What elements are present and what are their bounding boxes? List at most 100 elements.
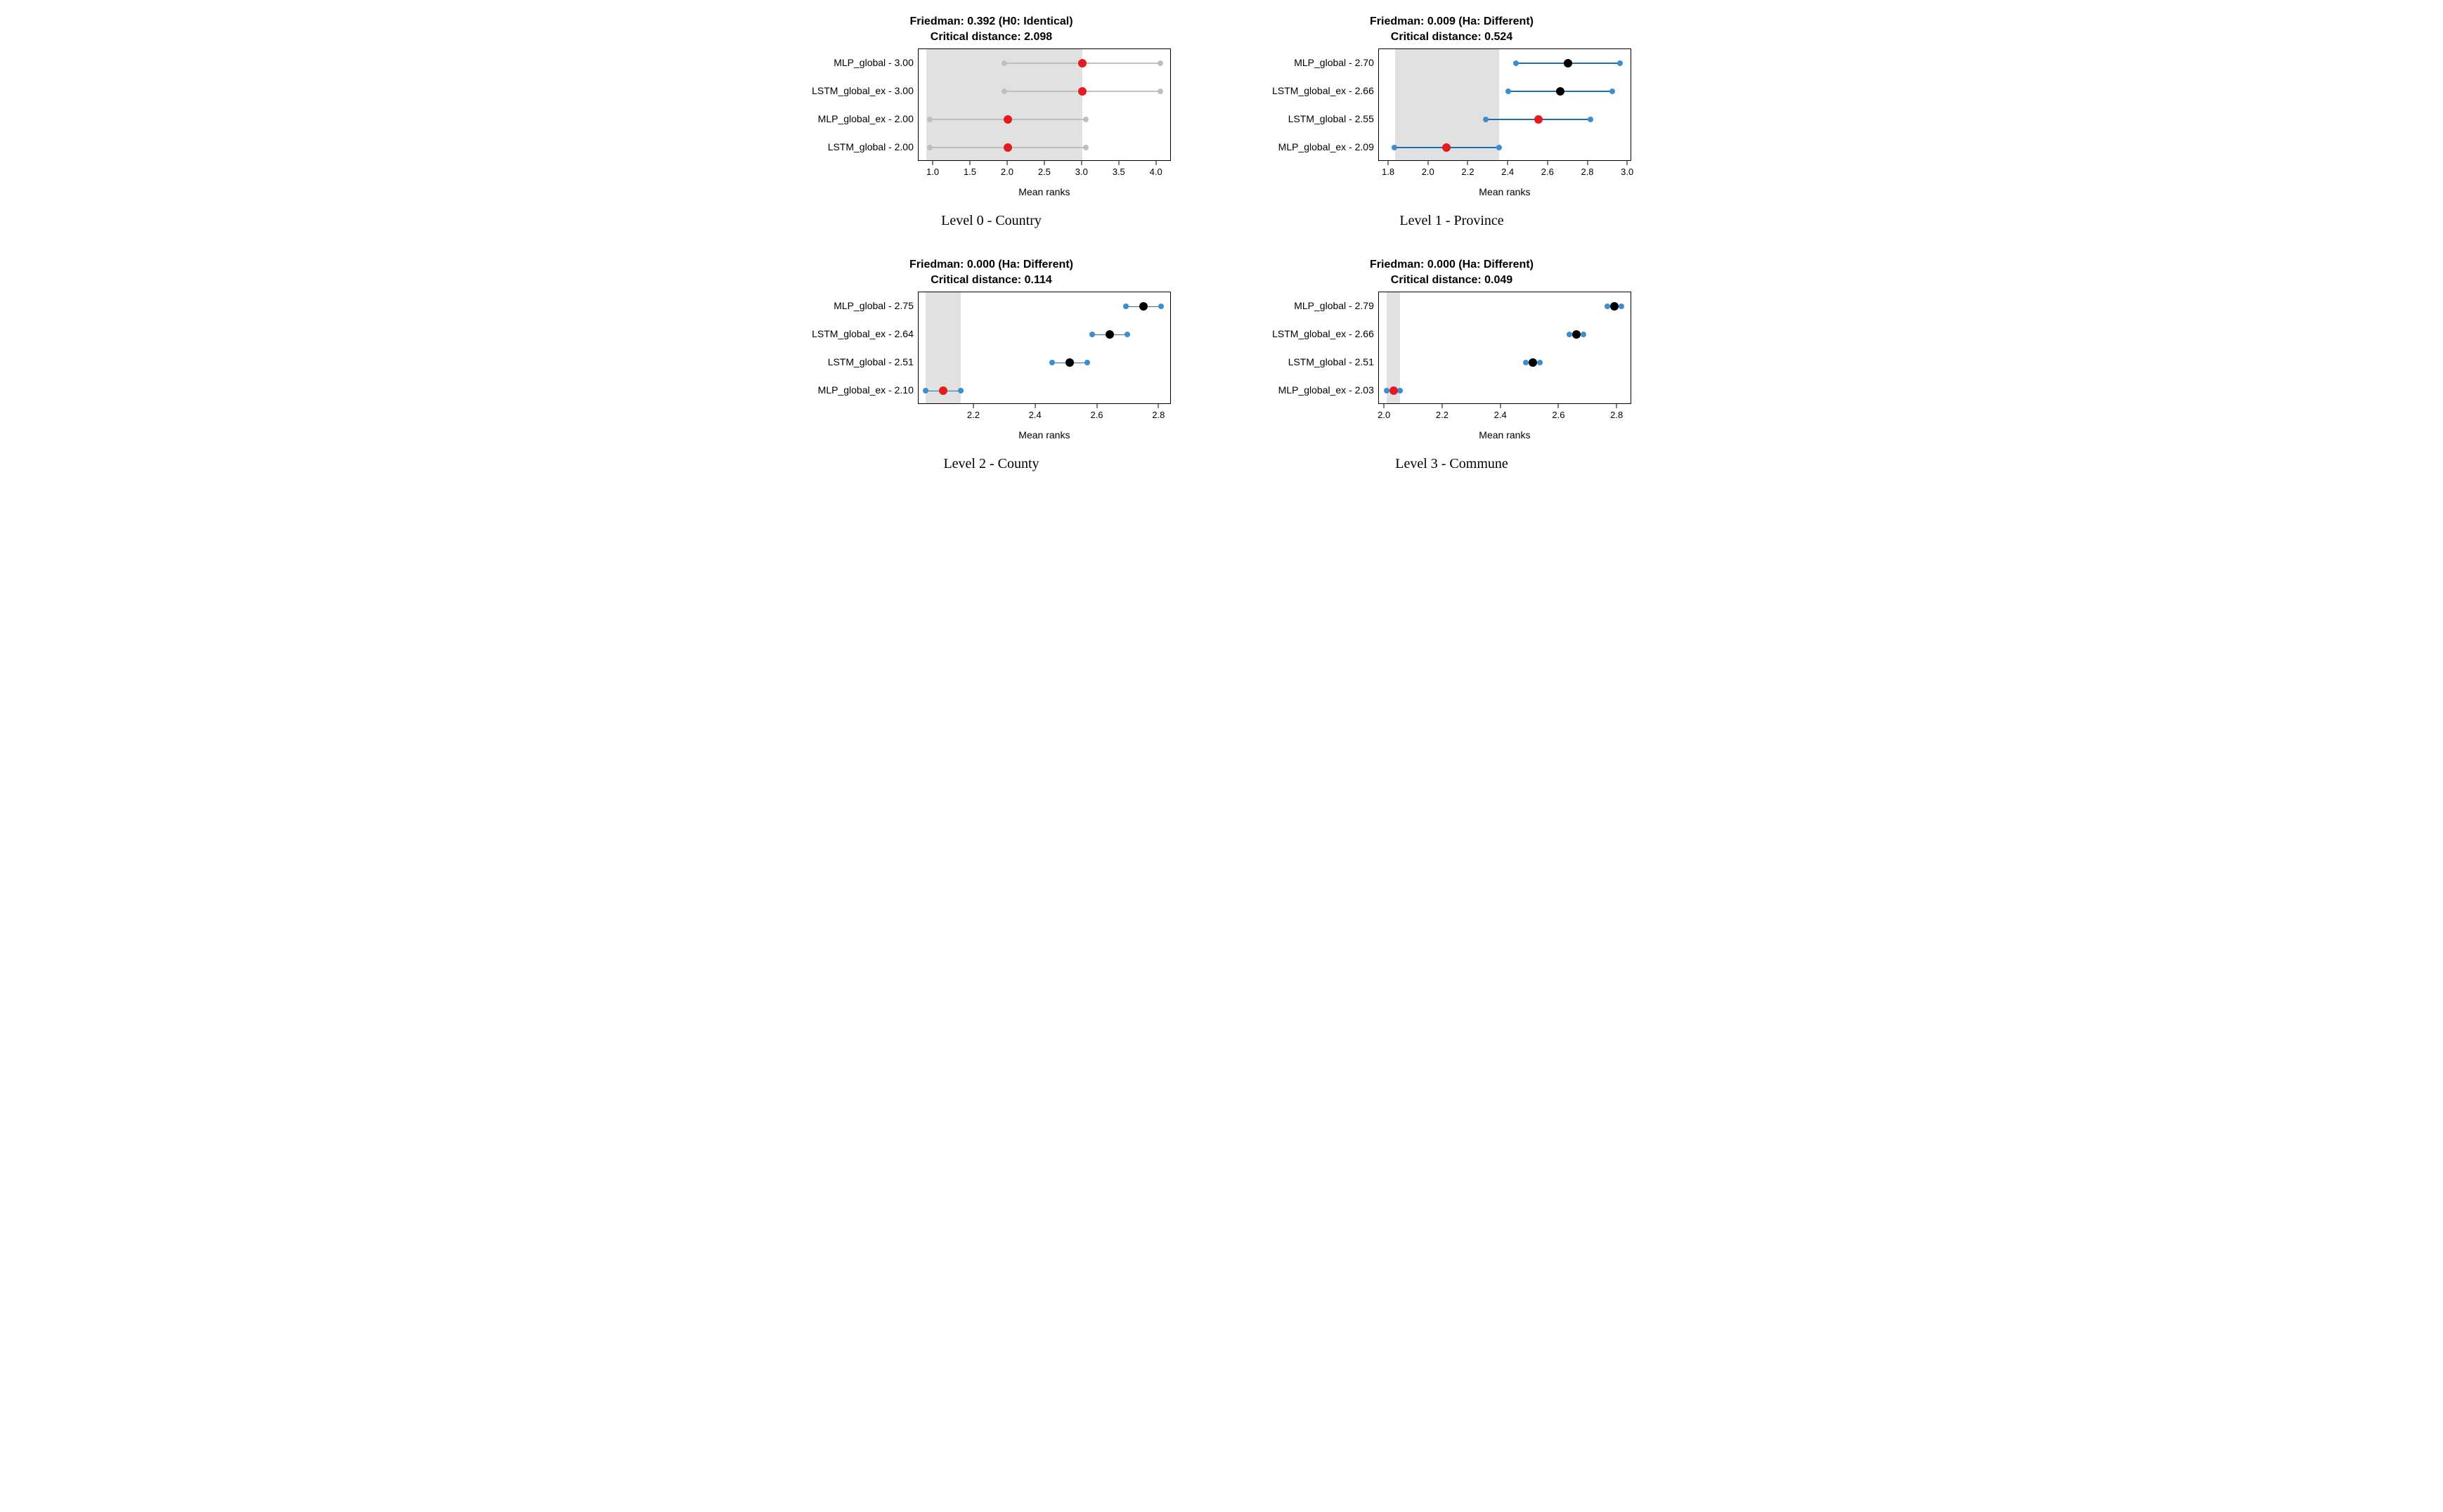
ci-high-dot <box>1537 360 1543 365</box>
x-tick-label: 1.8 <box>1382 167 1394 177</box>
x-tick-label: 1.5 <box>964 167 976 177</box>
x-tick <box>1441 404 1442 408</box>
mean-rank-dot <box>1106 330 1114 339</box>
title-line2: Critical distance: 0.524 <box>1370 30 1534 45</box>
y-axis-labels: MLP_global - 2.70LSTM_global_ex - 2.66LS… <box>1272 48 1378 161</box>
title-line1: Friedman: 0.009 (Ha: Different) <box>1370 14 1534 30</box>
chart-title: Friedman: 0.009 (Ha: Different)Critical … <box>1370 14 1534 44</box>
ci-high-dot <box>1158 89 1163 94</box>
x-tick-label: 3.0 <box>1621 167 1633 177</box>
x-tick-label: 2.8 <box>1152 410 1165 420</box>
x-tick-label: 4.0 <box>1150 167 1162 177</box>
chart-grid: Friedman: 0.392 (H0: Identical)Critical … <box>782 14 1661 472</box>
ci-low-dot <box>1567 332 1572 337</box>
x-tick <box>1155 161 1156 165</box>
series-label: MLP_global_ex - 2.03 <box>1272 376 1374 404</box>
x-axis: 2.0 2.2 2.4 2.6 2.8 <box>1378 404 1631 425</box>
x-tick-label: 2.6 <box>1541 167 1554 177</box>
mean-rank-dot <box>939 386 947 395</box>
title-line2: Critical distance: 0.114 <box>909 273 1073 288</box>
mean-rank-dot <box>1572 330 1581 339</box>
x-tick-label: 2.0 <box>1422 167 1434 177</box>
series-label: MLP_global - 2.79 <box>1272 292 1374 320</box>
x-tick <box>1427 161 1428 165</box>
ci-high-dot <box>1158 60 1163 66</box>
chart-area: MLP_global - 2.75LSTM_global_ex - 2.64LS… <box>812 292 1171 441</box>
x-tick-label: 2.6 <box>1552 410 1564 420</box>
x-axis-label: Mean ranks <box>1479 186 1530 197</box>
series-label: LSTM_global_ex - 2.66 <box>1272 320 1374 348</box>
ci-high-dot <box>1609 89 1615 94</box>
chart-title: Friedman: 0.392 (H0: Identical)Critical … <box>909 14 1073 44</box>
mean-rank-dot <box>1534 115 1543 124</box>
ci-high-dot <box>1581 332 1586 337</box>
ci-high-dot <box>1619 304 1624 309</box>
series-label: MLP_global_ex - 2.10 <box>812 376 914 404</box>
panel-country: Friedman: 0.392 (H0: Identical)Critical … <box>782 14 1200 229</box>
panel-commune: Friedman: 0.000 (Ha: Different)Critical … <box>1243 257 1661 472</box>
ci-low-dot <box>1384 388 1389 393</box>
x-tick-label: 2.0 <box>1001 167 1013 177</box>
chart-title: Friedman: 0.000 (Ha: Different)Critical … <box>909 257 1073 287</box>
plot-wrap: 2.22.42.62.8Mean ranks <box>918 292 1171 441</box>
x-tick-label: 2.8 <box>1610 410 1623 420</box>
title-line1: Friedman: 0.000 (Ha: Different) <box>1370 257 1534 273</box>
x-tick <box>1500 404 1501 408</box>
series-label: LSTM_global - 2.51 <box>812 348 914 376</box>
chart-title: Friedman: 0.000 (Ha: Different)Critical … <box>1370 257 1534 287</box>
x-axis-label: Mean ranks <box>1479 429 1530 441</box>
x-axis: 1.8 2.0 2.2 2.4 2.6 2.8 3.0 <box>1378 161 1631 182</box>
mean-rank-dot <box>1065 358 1074 367</box>
x-tick <box>1558 404 1559 408</box>
plot-wrap: 1.8 2.0 2.2 2.4 2.6 2.8 3.0 Mean ranks <box>1378 48 1631 197</box>
x-tick-label: 3.0 <box>1075 167 1088 177</box>
panel-subtitle: Level 1 - Province <box>1399 213 1503 229</box>
ci-high-dot <box>1588 117 1593 122</box>
x-tick <box>1587 161 1588 165</box>
x-tick <box>1096 404 1097 408</box>
series-label: LSTM_global_ex - 3.00 <box>812 77 914 105</box>
x-tick-label: 2.2 <box>1436 410 1449 420</box>
title-line1: Friedman: 0.000 (Ha: Different) <box>909 257 1073 273</box>
ci-low-dot <box>1049 360 1055 365</box>
title-line2: Critical distance: 2.098 <box>909 30 1073 45</box>
series-label: MLP_global - 2.70 <box>1272 48 1374 77</box>
series-label: MLP_global - 3.00 <box>812 48 914 77</box>
x-tick-label: 2.0 <box>1378 410 1390 420</box>
x-tick <box>1467 161 1468 165</box>
series-label: LSTM_global_ex - 2.66 <box>1272 77 1374 105</box>
x-axis-label: Mean ranks <box>1018 186 1070 197</box>
series-label: LSTM_global_ex - 2.64 <box>812 320 914 348</box>
mean-rank-dot <box>1389 386 1398 395</box>
series-label: LSTM_global - 2.55 <box>1272 105 1374 133</box>
x-tick-label: 2.4 <box>1494 410 1507 420</box>
ci-high-dot <box>1397 388 1403 393</box>
x-tick <box>969 161 970 165</box>
mean-rank-dot <box>1004 143 1012 152</box>
x-tick <box>1384 404 1385 408</box>
ci-high-dot <box>1158 304 1164 309</box>
panel-subtitle: Level 0 - Country <box>941 213 1042 229</box>
series-label: LSTM_global - 2.51 <box>1272 348 1374 376</box>
ci-high-dot <box>1496 145 1502 150</box>
y-axis-labels: MLP_global - 3.00LSTM_global_ex - 3.00ML… <box>812 48 918 161</box>
ci-low-dot <box>1002 60 1007 66</box>
x-tick <box>1081 161 1082 165</box>
x-tick-label: 2.4 <box>1501 167 1514 177</box>
plot-area <box>1378 48 1631 161</box>
y-axis-labels: MLP_global - 2.79LSTM_global_ex - 2.66LS… <box>1272 292 1378 404</box>
x-tick <box>1616 404 1617 408</box>
x-tick <box>1388 161 1389 165</box>
x-tick-label: 2.8 <box>1581 167 1593 177</box>
mean-rank-dot <box>1004 115 1012 124</box>
x-tick <box>1006 161 1007 165</box>
ci-high-dot <box>1083 145 1089 150</box>
plot-area <box>1378 292 1631 404</box>
chart-area: MLP_global - 2.70LSTM_global_ex - 2.66LS… <box>1272 48 1631 197</box>
ci-low-dot <box>1513 60 1519 66</box>
x-axis: 2.22.42.62.8 <box>918 404 1171 425</box>
x-tick <box>1118 161 1119 165</box>
series-label: MLP_global - 2.75 <box>812 292 914 320</box>
x-tick-label: 2.2 <box>1461 167 1474 177</box>
ci-high-dot <box>958 388 964 393</box>
